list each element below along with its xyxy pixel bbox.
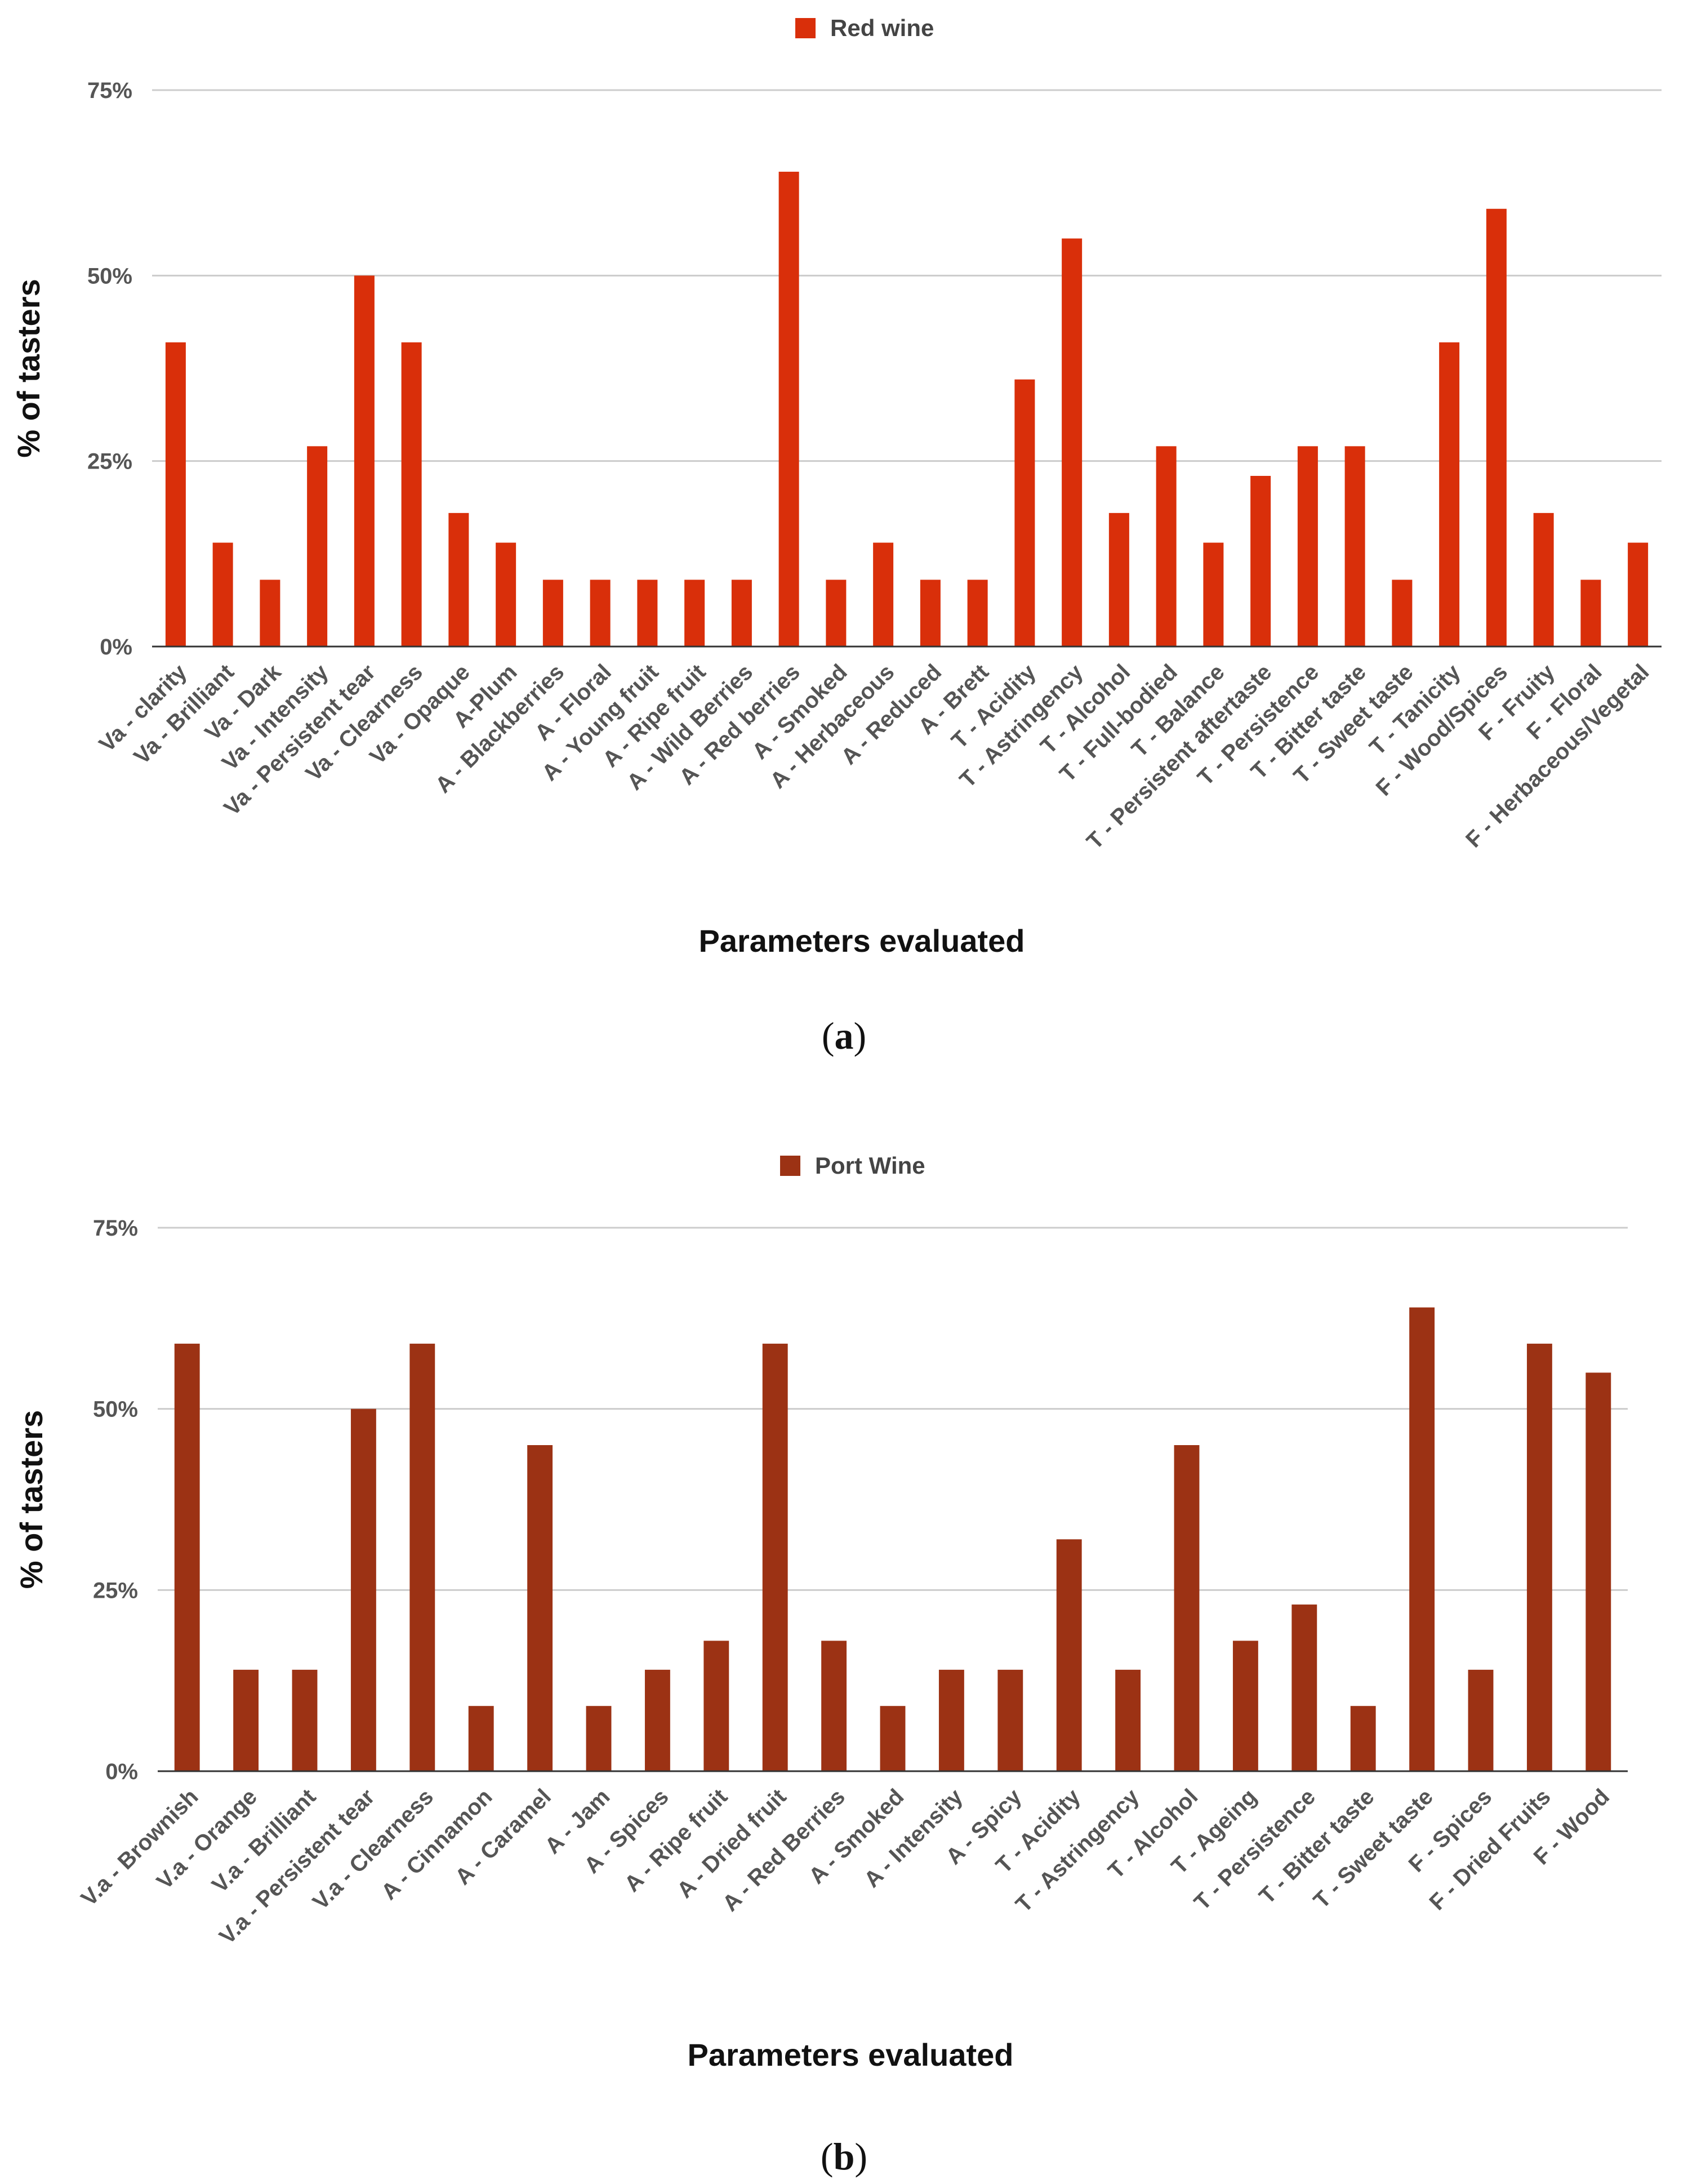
bar-a-smoked [880, 1706, 906, 1771]
x-tick-label: A - Ripe fruit [620, 1784, 732, 1897]
y-tick-label: 50% [93, 1397, 138, 1422]
bar-v-a-orange [233, 1669, 259, 1771]
chart-panel-port-wine: Port Wine 75% 50% 25% 0% V.a - Brownish V.a - … [0, 1121, 1688, 2184]
y-tick-label: 75% [87, 78, 132, 103]
bar-a-smoked [826, 580, 847, 647]
bar-a-caramel [527, 1445, 553, 1771]
bar-t-sweet-taste [1392, 580, 1413, 647]
bar-va-opaque [448, 512, 469, 647]
bar-a-ripe-fruit [684, 580, 705, 647]
bar-t-ageing [1232, 1641, 1258, 1771]
bar-va-intensity [307, 446, 328, 647]
x-axis-title: Parameters evaluated [687, 2037, 1013, 2072]
bar-t-astringency [1115, 1669, 1141, 1771]
bar-t-bitter-taste [1344, 446, 1365, 647]
bar-va-brilliant [212, 542, 233, 647]
bar-a-intensity [938, 1669, 964, 1771]
bar-va-clearness [401, 342, 422, 647]
y-axis-title: % of tasters [14, 1410, 49, 1589]
bar-f-herbaceous-vegetal [1628, 542, 1649, 647]
y-tick-label: 0% [105, 1759, 138, 1784]
bar-a-plum [496, 542, 516, 647]
x-tick-label: V.a - Brilliant [207, 1784, 320, 1897]
bar-v-a-persistent-tear [350, 1409, 376, 1771]
chart-panel-red-wine: Red wine 75% 50% 25% 0% Va - clarity Va - Bril… [0, 0, 1688, 1070]
bar-f-floral [1580, 580, 1601, 647]
bar-t-persistent-aftertaste [1250, 476, 1271, 647]
bar-t-alcohol [1108, 512, 1129, 647]
bar-t-sweet-taste [1409, 1307, 1435, 1771]
bar-a-floral [590, 580, 611, 647]
legend: Port Wine [780, 1152, 925, 1179]
bar-a-brett [967, 580, 988, 647]
bar-v-a-clearness [409, 1343, 435, 1771]
bar-a-reduced [920, 580, 941, 647]
caption-a: (a) [821, 1014, 867, 1057]
y-tick-label: 25% [87, 449, 132, 474]
bar-a-blackberries [542, 580, 563, 647]
bar-f-wood-spices [1486, 208, 1507, 647]
bar-a-cinnamon [468, 1706, 494, 1771]
y-tick-label: 25% [93, 1578, 138, 1603]
bar-t-persistence [1297, 446, 1318, 647]
legend-label: Red wine [830, 15, 934, 41]
x-axis-title: Parameters evaluated [698, 923, 1025, 959]
bar-a-ripe-fruit [703, 1641, 729, 1771]
legend: Red wine [795, 15, 934, 41]
bar-va-persistent-tear [354, 275, 375, 647]
y-tick-label: 75% [93, 1216, 138, 1241]
legend-label: Port Wine [815, 1152, 925, 1179]
bar-a-dried-fruit [762, 1343, 788, 1771]
bar-t-acidity [1056, 1539, 1082, 1771]
bar-a-spices [644, 1669, 670, 1771]
bar-t-balance [1203, 542, 1224, 647]
bar-t-persistence [1291, 1604, 1317, 1771]
bar-v-a-brilliant [292, 1669, 318, 1771]
caption-b: (b) [820, 2135, 868, 2178]
bar-a-herbaceous [873, 542, 894, 647]
y-tick-label: 0% [100, 635, 132, 659]
bar-a-spicy [997, 1669, 1023, 1771]
bar-f-dried-fruits [1526, 1343, 1552, 1771]
legend-swatch [780, 1156, 800, 1176]
bar-f-fruity [1533, 512, 1554, 647]
bar-t-bitter-taste [1350, 1706, 1376, 1771]
bar-a-red-berries [821, 1641, 847, 1771]
bar-f-wood [1585, 1372, 1611, 1771]
y-axis-title: % of tasters [11, 279, 46, 457]
bar-t-full-bodied [1156, 446, 1177, 647]
bar-va-clarity [165, 342, 186, 647]
bar-t-acidity [1014, 379, 1035, 647]
bar-va-dark [260, 580, 280, 647]
y-tick-label: 50% [87, 264, 132, 288]
bar-a-young-fruit [637, 580, 658, 647]
legend-swatch [795, 18, 816, 38]
bar-a-wild-berries [731, 580, 752, 647]
bar-v-a-brownish [174, 1343, 200, 1771]
bar-a-jam [586, 1706, 612, 1771]
bar-t-astringency [1062, 238, 1083, 647]
bar-f-spices [1468, 1669, 1494, 1771]
bar-t-alcohol [1174, 1445, 1200, 1771]
bar-a-red-berries [778, 171, 799, 647]
bar-t-tanicity [1439, 342, 1460, 647]
